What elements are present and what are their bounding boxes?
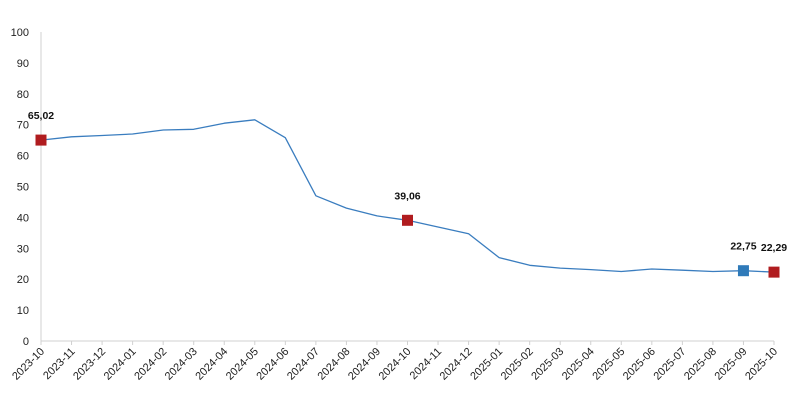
axes: 0 10 20 30 40 50 60 70 80 90 100 2023-102023-112023… bbox=[10, 27, 780, 383]
x-tick-label: 2024-04 bbox=[193, 346, 230, 383]
x-tick-label: 2025-07 bbox=[651, 346, 688, 383]
x-tick-label: 2025-10 bbox=[743, 346, 780, 383]
x-tick-label: 2024-11 bbox=[408, 346, 444, 382]
y-tick-label: 80 bbox=[17, 89, 29, 101]
x-tick-label: 2024-03 bbox=[163, 346, 200, 383]
highlight-marker bbox=[768, 266, 780, 278]
x-tick-label: 2024-10 bbox=[377, 346, 414, 383]
y-tick-label: 0 bbox=[23, 336, 29, 348]
x-tick-label: 2025-01 bbox=[468, 346, 505, 383]
x-tick-label: 2024-06 bbox=[254, 346, 291, 383]
x-tick-label: 2024-12 bbox=[438, 346, 475, 383]
data-labels: 65,02 39,06 22,75 22,29 bbox=[28, 110, 787, 254]
x-tick-label: 2023-10 bbox=[10, 346, 47, 383]
y-tick-label: 100 bbox=[11, 27, 29, 39]
x-tick-label: 2025-05 bbox=[590, 346, 627, 383]
x-tick-label: 2024-09 bbox=[346, 346, 383, 383]
data-label: 22,29 bbox=[761, 242, 787, 254]
x-tick-label: 2025-09 bbox=[713, 346, 750, 383]
x-tick-label: 2023-12 bbox=[71, 346, 108, 383]
x-tick-label: 2025-04 bbox=[560, 346, 597, 383]
x-tick-label: 2024-08 bbox=[316, 346, 353, 383]
data-label: 22,75 bbox=[730, 241, 756, 253]
x-tick-label: 2024-05 bbox=[224, 346, 261, 383]
x-tick-label: 2024-01 bbox=[102, 346, 139, 383]
y-tick-label: 10 bbox=[17, 305, 29, 317]
data-label: 39,06 bbox=[394, 190, 420, 202]
x-tick-label: 2024-07 bbox=[285, 346, 322, 383]
highlight-marker bbox=[737, 265, 749, 277]
y-tick-label: 40 bbox=[17, 212, 29, 224]
x-tick-label: 2025-02 bbox=[499, 346, 536, 383]
highlight-marker bbox=[402, 214, 413, 226]
x-tick-label: 2025-06 bbox=[621, 346, 658, 383]
data-label: 65,02 bbox=[28, 110, 54, 122]
y-tick-label: 50 bbox=[17, 182, 29, 194]
y-tick-label: 60 bbox=[17, 151, 29, 163]
x-tick-label: 2024-02 bbox=[132, 346, 169, 383]
y-tick-label: 20 bbox=[17, 274, 29, 286]
highlight-markers bbox=[35, 134, 780, 278]
x-tick-label: 2023-11 bbox=[41, 346, 77, 382]
x-tick-label: 2025-08 bbox=[682, 346, 719, 383]
x-tick-label: 2025-03 bbox=[529, 346, 566, 383]
highlight-marker bbox=[35, 134, 47, 146]
y-tick-label: 30 bbox=[17, 243, 29, 255]
y-tick-label: 90 bbox=[17, 58, 29, 70]
y-tick-label: 70 bbox=[17, 120, 29, 132]
